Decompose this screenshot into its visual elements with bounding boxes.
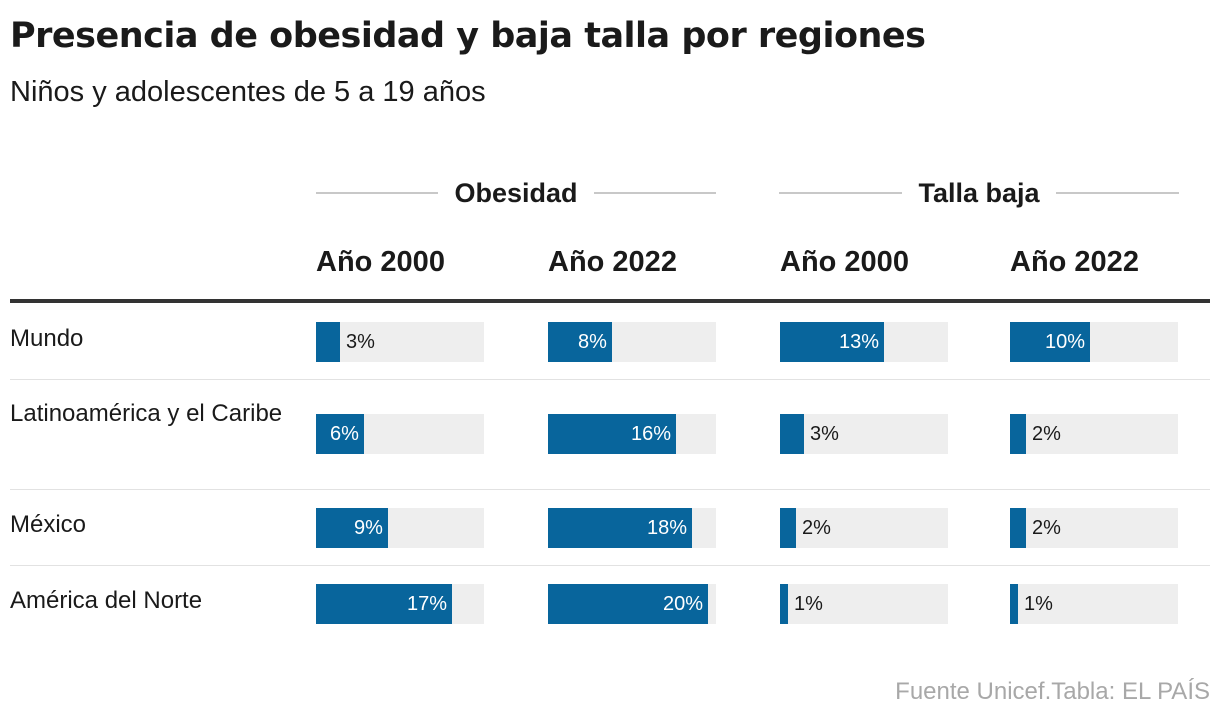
bar-value-label: 17% <box>407 593 448 615</box>
bar-track: 17% <box>316 584 484 624</box>
column-header: Año 2000 <box>780 246 909 278</box>
bar-value-label: 2% <box>802 517 831 539</box>
row-label: Mundo <box>10 325 84 352</box>
bar-track: 3% <box>316 322 484 362</box>
column-header: Año 2022 <box>1010 246 1139 278</box>
group-label: Talla baja <box>918 177 1040 208</box>
group-label: Obesidad <box>454 177 578 208</box>
header-rule <box>316 192 439 194</box>
bar-track: 6% <box>316 414 484 454</box>
header-rule <box>779 192 903 194</box>
bar-value-label: 16% <box>631 423 672 445</box>
bar-track: 10% <box>1010 322 1178 362</box>
bar-value-label: 1% <box>794 593 823 615</box>
bar-value-label: 2% <box>1032 517 1061 539</box>
bar-value-label: 8% <box>578 331 607 353</box>
bar <box>780 414 804 454</box>
bar <box>548 322 612 362</box>
row-divider <box>10 489 1210 490</box>
bar-track: 16% <box>548 414 716 454</box>
bar <box>1010 508 1026 548</box>
bar <box>548 584 708 624</box>
bar <box>316 584 452 624</box>
column-header: Año 2000 <box>316 246 445 278</box>
bar-value-label: 3% <box>810 423 839 445</box>
row-divider <box>10 565 1210 566</box>
bar-track: 3% <box>780 414 948 454</box>
bar <box>780 584 788 624</box>
bar <box>316 322 340 362</box>
bar <box>316 414 364 454</box>
bar-track: 9% <box>316 508 484 548</box>
bar <box>548 414 676 454</box>
bar-track: 2% <box>780 508 948 548</box>
bar-value-label: 6% <box>330 423 359 445</box>
row-divider <box>10 379 1210 380</box>
bar-track: 1% <box>1010 584 1178 624</box>
bar-value-label: 20% <box>663 593 704 615</box>
bar <box>548 508 692 548</box>
bar <box>780 322 884 362</box>
chart-subtitle: Niños y adolescentes de 5 a 19 años <box>10 76 486 108</box>
bar-track: 18% <box>548 508 716 548</box>
bar-value-label: 1% <box>1024 593 1053 615</box>
header-rule <box>593 192 716 194</box>
row-label: América del Norte <box>10 587 203 614</box>
bar <box>316 508 388 548</box>
chart-title: Presencia de obesidad y baja talla por r… <box>10 16 926 56</box>
bar-value-label: 13% <box>839 331 880 353</box>
bar-value-label: 18% <box>647 517 688 539</box>
column-header: Año 2022 <box>548 246 677 278</box>
row-label: México <box>10 511 87 538</box>
bar-track: 2% <box>1010 508 1178 548</box>
bar-value-label: 9% <box>354 517 383 539</box>
header-rule <box>1055 192 1179 194</box>
bar <box>780 508 796 548</box>
bar-value-label: 3% <box>346 331 375 353</box>
bar-track: 8% <box>548 322 716 362</box>
bar <box>1010 322 1090 362</box>
bar-value-label: 10% <box>1045 331 1086 353</box>
bar-track: 20% <box>548 584 716 624</box>
bar-track: 13% <box>780 322 948 362</box>
group-header: Talla baja <box>779 176 1179 210</box>
row-label: Latinoamérica y el Caribe <box>10 400 283 427</box>
bar <box>1010 584 1018 624</box>
bar-track: 2% <box>1010 414 1178 454</box>
bar-value-label: 2% <box>1032 423 1061 445</box>
bar <box>1010 414 1026 454</box>
header-divider <box>10 299 1210 303</box>
group-header: Obesidad <box>316 176 716 210</box>
source-note: Fuente Unicef.Tabla: EL PAÍS <box>895 678 1210 705</box>
bar-track: 1% <box>780 584 948 624</box>
